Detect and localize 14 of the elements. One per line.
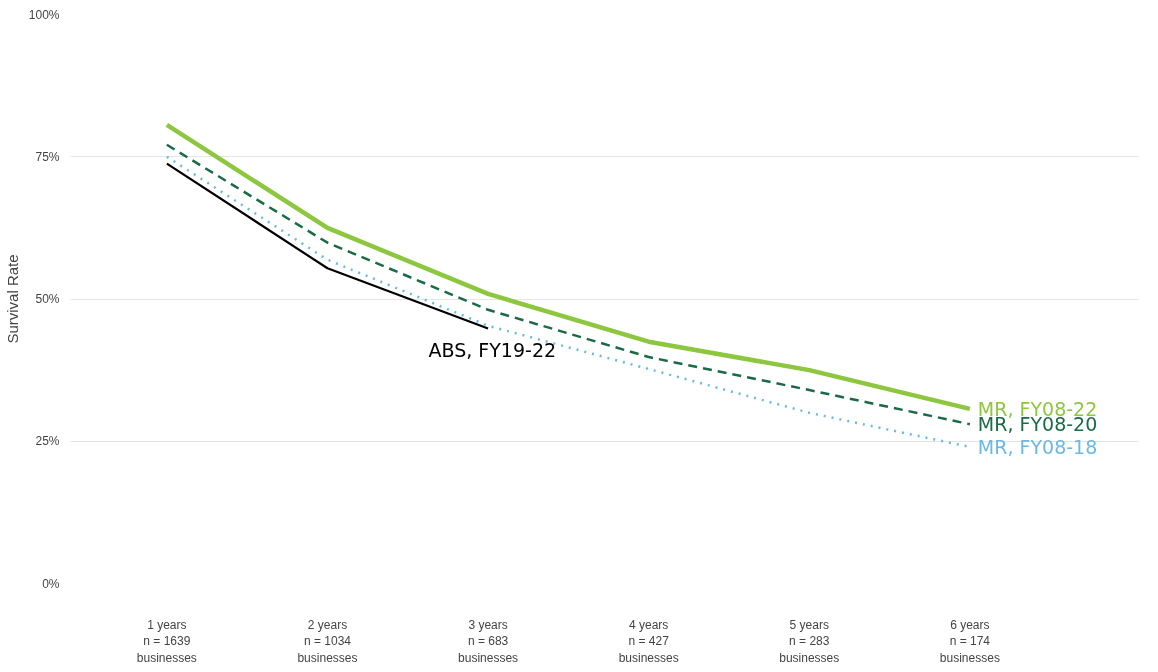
y-tick-label: 25% xyxy=(35,434,60,449)
y-tick-label: 75% xyxy=(35,149,60,164)
y-tick-label: 50% xyxy=(35,292,60,306)
y-tick-label: 100% xyxy=(28,7,60,22)
x-tick-label: 1 years n = 1639 businesses xyxy=(136,617,197,666)
x-tick-label: 5 years n = 283 businesses xyxy=(779,617,840,666)
series-label: MR, FY08-18 xyxy=(977,435,1098,458)
series-label: ABS, FY19-22 xyxy=(428,338,557,361)
x-tick-label: 2 years n = 1034 businesses xyxy=(297,617,358,666)
x-tick-label: 6 years n = 174 businesses xyxy=(939,617,1000,666)
y-tick-label: 0% xyxy=(42,576,60,591)
x-tick-label: 4 years n = 427 businesses xyxy=(618,617,679,666)
y-axis-title: Survival Rate xyxy=(3,254,21,344)
x-tick-label: 3 years n = 683 businesses xyxy=(458,617,519,666)
